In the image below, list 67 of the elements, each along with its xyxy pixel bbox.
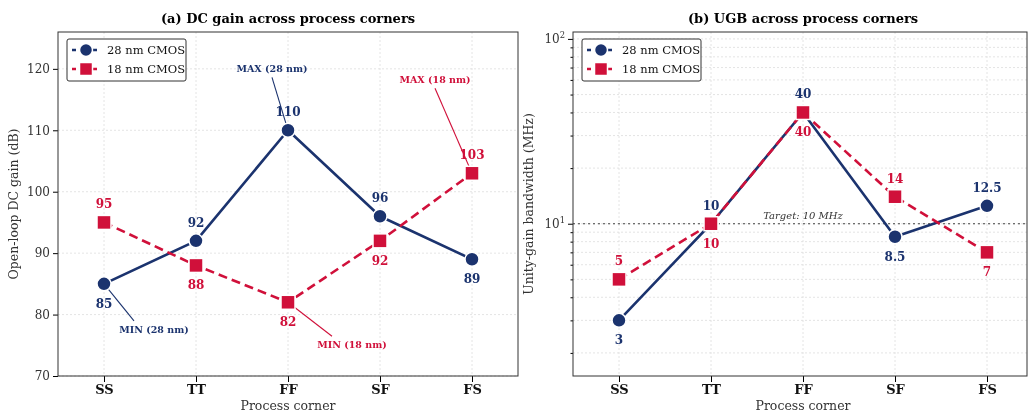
- legend-label: 28 nm CMOS: [622, 43, 701, 57]
- x-tick-label: FS: [463, 382, 482, 398]
- point: [464, 251, 480, 268]
- x-tick-label: TT: [702, 382, 722, 398]
- data-label: 12.5: [972, 180, 1002, 195]
- point: [96, 276, 112, 292]
- y-tick-label: 100: [27, 185, 50, 200]
- x-tick-label: SF: [886, 382, 906, 398]
- y-tick-label: 70: [34, 369, 50, 384]
- point: [887, 188, 903, 205]
- data-label: 96: [371, 191, 389, 206]
- point: [372, 233, 388, 249]
- data-label: 92: [371, 253, 389, 268]
- ref-line-label: Target: 10 MHz: [763, 209, 844, 221]
- point: [611, 312, 627, 329]
- y-tick-label: 10$^{1}$: [544, 215, 565, 232]
- x-tick-label: SF: [371, 382, 391, 398]
- x-tick-label: SS: [95, 382, 114, 398]
- annotation: MAX (28 nm): [236, 63, 308, 75]
- annotation: MIN (18 nm): [317, 339, 387, 351]
- data-label: 7: [982, 265, 992, 280]
- y-tick-label: 110: [27, 123, 50, 138]
- y-tick-label: 120: [27, 62, 50, 77]
- data-label: 40: [794, 125, 812, 140]
- y-tick-label: 10$^{2}$: [544, 30, 565, 47]
- annotation: MIN (28 nm): [119, 323, 189, 335]
- data-label: 89: [463, 272, 481, 287]
- data-label: 14: [886, 171, 904, 186]
- point: [280, 294, 296, 311]
- point: [280, 122, 296, 139]
- point: [464, 165, 480, 182]
- data-label: 85: [95, 296, 113, 311]
- y-axis-title: Unity-gain bandwidth (MHz): [521, 113, 536, 295]
- x-axis-title: Process corner: [240, 398, 336, 413]
- point: [887, 229, 903, 245]
- data-label: 3: [614, 333, 624, 348]
- x-tick-label: SS: [610, 382, 629, 398]
- annotation: MAX (18 nm): [399, 74, 471, 86]
- point: [372, 208, 388, 225]
- point: [96, 214, 112, 231]
- y-tick-label: 80: [34, 307, 50, 322]
- x-tick-label: FF: [279, 382, 299, 398]
- data-label: 10: [702, 236, 720, 251]
- point: [979, 198, 995, 214]
- data-label: 10: [702, 198, 720, 213]
- x-tick-label: FS: [978, 382, 997, 398]
- point: [188, 233, 204, 249]
- data-label: 5: [614, 254, 624, 269]
- legend-label: 28 nm CMOS: [107, 43, 186, 57]
- point: [611, 271, 627, 288]
- x-tick-label: TT: [187, 382, 207, 398]
- point: [188, 257, 204, 274]
- data-label: 88: [187, 278, 205, 293]
- chart-title: (b) UGB across process corners: [687, 11, 919, 26]
- x-tick-label: FF: [794, 382, 814, 398]
- data-label: 95: [95, 197, 113, 212]
- y-axis-title: Open-loop DC gain (dB): [6, 128, 21, 280]
- x-axis-title: Process corner: [755, 398, 851, 413]
- y-tick-label: 90: [34, 246, 50, 261]
- point: [979, 244, 995, 261]
- legend-label: 18 nm CMOS: [107, 62, 186, 76]
- chart-title: (a) DC gain across process corners: [160, 11, 416, 26]
- legend-label: 18 nm CMOS: [622, 62, 701, 76]
- data-label: 92: [187, 215, 205, 230]
- data-label: 82: [279, 315, 297, 330]
- data-label: 40: [794, 87, 812, 102]
- data-label: 8.5: [884, 249, 906, 264]
